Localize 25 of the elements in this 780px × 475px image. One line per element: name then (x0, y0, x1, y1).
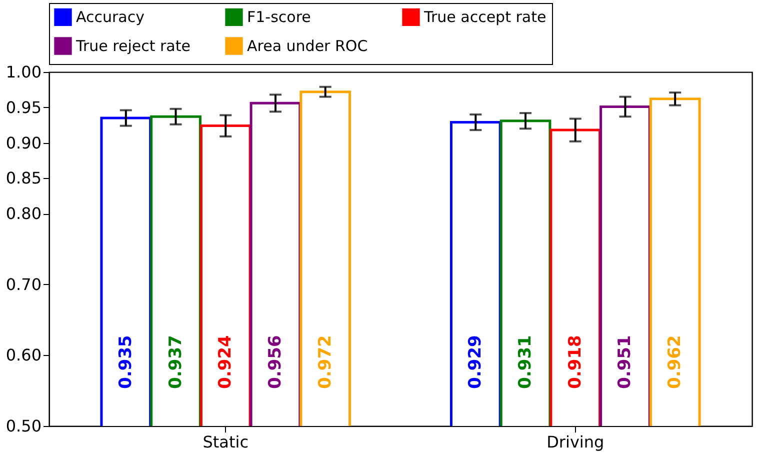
y-tick-label: 0.70 (6, 274, 42, 294)
legend-label: F1-score (247, 8, 311, 26)
legend-label: True accept rate (423, 8, 546, 26)
legend-label: True reject rate (75, 37, 190, 55)
y-tick-label: 1.00 (6, 62, 42, 82)
data-label: 0.924 (216, 334, 236, 389)
y-tick-label: 0.50 (6, 416, 42, 436)
legend-label: Accuracy (76, 8, 145, 26)
y-tick-label: 0.95 (6, 98, 42, 117)
data-label: 0.956 (265, 335, 286, 389)
y-tick-label: 0.60 (6, 346, 42, 365)
data-label: 0.931 (516, 335, 536, 389)
y-tick-label: 0.90 (6, 133, 42, 152)
data-label: 0.929 (466, 335, 486, 389)
y-tick-label: 0.85 (6, 168, 42, 188)
data-label: 0.918 (565, 335, 586, 389)
legend-label: Area under ROC (247, 37, 368, 55)
data-label: 0.972 (315, 335, 336, 389)
x-tick-label: Static (202, 432, 248, 452)
data-label: 0.935 (116, 335, 136, 389)
y-tick-label: 0.80 (6, 204, 42, 224)
x-tick-label: Driving (546, 432, 604, 452)
data-label: 0.962 (665, 335, 686, 389)
data-label: 0.951 (615, 335, 636, 389)
data-label: 0.937 (166, 335, 186, 389)
